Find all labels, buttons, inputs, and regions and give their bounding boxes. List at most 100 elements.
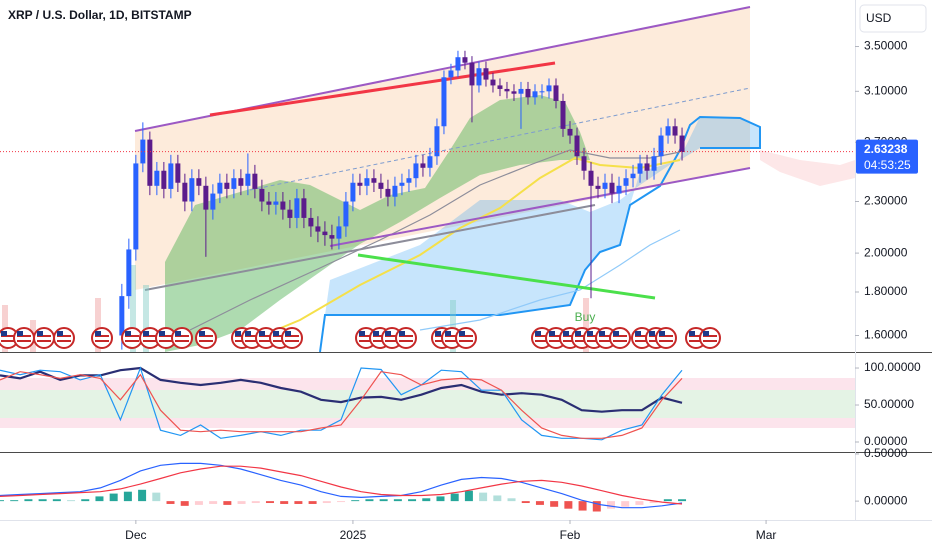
histogram-bar: [294, 501, 303, 504]
histogram-bar: [564, 501, 573, 509]
event-flag-stripe: [385, 340, 399, 342]
histogram-bar: [237, 501, 246, 504]
event-flag-stripe: [445, 335, 459, 337]
event-flag: [655, 327, 677, 349]
event-flag-stripe: [199, 335, 213, 337]
volume-bar: [450, 300, 456, 352]
channel-lower: [329, 167, 751, 247]
candle-body: [469, 62, 475, 86]
histogram-bar: [578, 501, 587, 511]
event-flag-stripe: [245, 335, 259, 337]
candle-body: [553, 85, 559, 101]
candles: [119, 50, 685, 350]
currency-label[interactable]: USD: [866, 11, 892, 25]
event-flag-stripe: [703, 335, 717, 337]
candle-body: [490, 79, 496, 86]
indicator-line: [0, 366, 683, 441]
candle-body: [294, 198, 300, 218]
histogram-bar: [351, 500, 360, 502]
candle-body: [427, 156, 433, 168]
x-tick-label: Dec: [125, 528, 146, 542]
candle-body: [126, 249, 132, 297]
candle-body: [602, 182, 608, 189]
candle-body: [273, 201, 279, 205]
histogram-bar: [209, 501, 218, 504]
event-flag-stripe: [549, 335, 563, 337]
event-flag-canton: [17, 331, 23, 336]
event-flag-stripe: [587, 335, 601, 337]
histogram-bar: [422, 498, 431, 502]
candle-body: [210, 193, 216, 210]
histogram-bar: [223, 501, 232, 505]
event-flag-canton: [143, 331, 149, 336]
volume-bar: [95, 298, 101, 352]
currency-button[interactable]: USD: [859, 4, 927, 33]
event-flag-stripe: [57, 340, 71, 342]
candle-body: [385, 188, 391, 197]
candle-body: [350, 182, 356, 202]
candle-body: [574, 135, 580, 157]
event-flag-canton: [659, 331, 665, 336]
event-flag-stripe: [587, 340, 601, 342]
last-price-box: [856, 139, 918, 174]
histogram-bar: [464, 490, 473, 502]
event-flag-stripe: [535, 335, 549, 337]
event-flag-stripe: [37, 340, 51, 342]
event-flag-stripe: [613, 335, 627, 337]
candle-body: [637, 163, 643, 174]
x-tick-label: Feb: [560, 528, 581, 542]
candle-body: [280, 201, 286, 210]
forecast-cloud: [760, 150, 855, 186]
histogram-bar: [663, 499, 672, 502]
event-flag-stripe: [199, 340, 213, 342]
histogram-bar: [109, 493, 118, 502]
event-flag-stripe: [37, 335, 51, 337]
candle-body: [182, 182, 188, 202]
event-flag-stripe: [95, 340, 109, 342]
event-flag-stripe: [549, 340, 563, 342]
candle-body: [448, 70, 454, 78]
event-flag-stripe: [95, 335, 109, 337]
event-flag-stripe: [373, 335, 387, 337]
currency-button-box[interactable]: [859, 4, 927, 33]
macd-line: [0, 465, 683, 505]
candle-body: [245, 173, 251, 186]
event-flag-stripe: [159, 335, 173, 337]
event-flag-canton: [599, 331, 605, 336]
candle-body: [581, 156, 587, 171]
event-flag-stripe: [575, 335, 589, 337]
candle-body: [532, 91, 538, 98]
histogram-bar: [436, 496, 445, 502]
event-flag-canton: [95, 331, 101, 336]
candle-body: [378, 182, 384, 189]
event-flag-stripe: [125, 335, 139, 337]
histogram-bar: [67, 500, 76, 502]
candle-body: [616, 185, 622, 194]
histogram-bar: [24, 499, 33, 502]
event-flag-stripe: [399, 335, 413, 337]
candle-body: [623, 178, 629, 186]
event-flag: [281, 327, 303, 349]
candle-body: [679, 135, 685, 153]
candle-body: [518, 88, 524, 94]
candle-body: [399, 182, 405, 186]
candle-body: [161, 170, 167, 189]
annotation: Buy: [575, 310, 596, 324]
candle-body: [140, 139, 146, 164]
event-flag-stripe: [385, 335, 399, 337]
candle-body: [658, 135, 664, 157]
x-tick-label: 2025: [340, 528, 367, 542]
event-flag-canton: [1, 331, 7, 336]
volume-bar: [143, 285, 149, 352]
event-flag-canton: [649, 331, 655, 336]
x-tick-label: Mar: [756, 528, 777, 542]
event-flag: [53, 327, 75, 349]
candle-body: [588, 170, 594, 186]
event-flag-stripe: [285, 335, 299, 337]
candle-body: [406, 178, 412, 183]
event-flag-stripe: [635, 340, 649, 342]
histogram-bar: [322, 501, 331, 504]
histogram-bar: [337, 501, 346, 503]
y-tick-label: 2.00000: [864, 245, 908, 259]
